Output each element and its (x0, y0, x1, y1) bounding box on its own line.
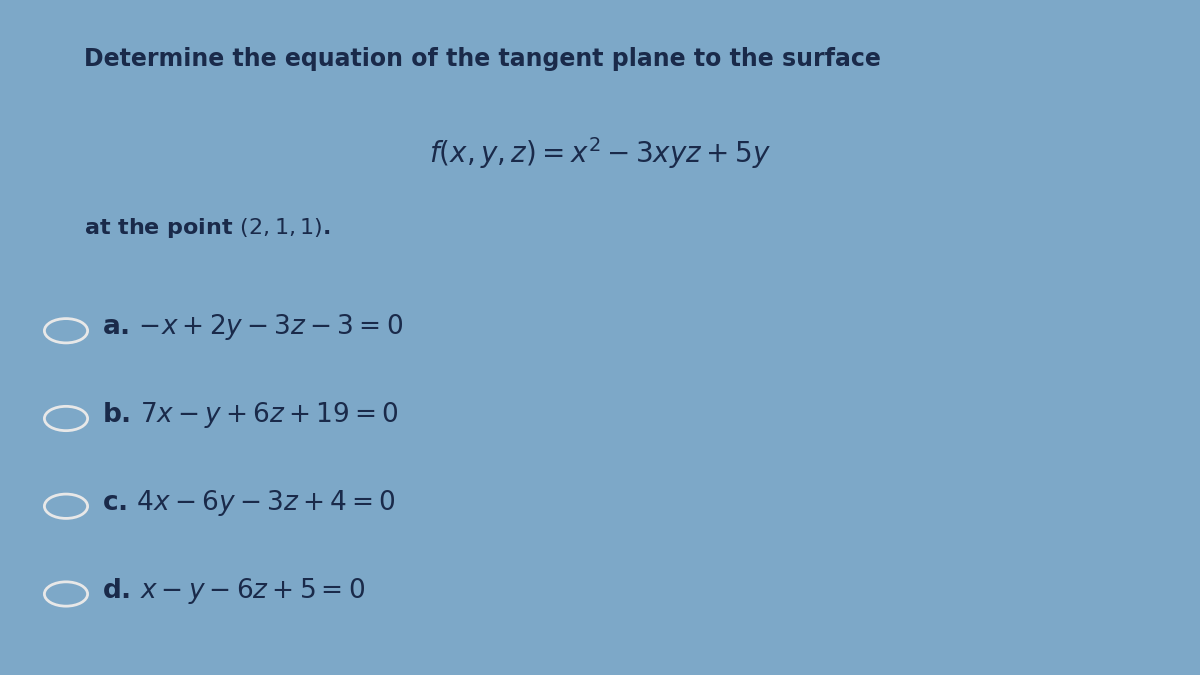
Text: Determine the equation of the tangent plane to the surface: Determine the equation of the tangent pl… (84, 47, 881, 72)
Text: a. $-x + 2y - 3z - 3 = 0$: a. $-x + 2y - 3z - 3 = 0$ (102, 313, 403, 342)
Text: c. $4x - 6y - 3z + 4 = 0$: c. $4x - 6y - 3z + 4 = 0$ (102, 488, 396, 518)
Text: d. $x - y - 6z + 5 = 0$: d. $x - y - 6z + 5 = 0$ (102, 576, 365, 605)
Text: $f(x, y, z) = x^2 - 3xyz + 5y$: $f(x, y, z) = x^2 - 3xyz + 5y$ (430, 135, 770, 171)
Text: b. $7x - y + 6z + 19 = 0$: b. $7x - y + 6z + 19 = 0$ (102, 400, 398, 430)
Text: at the point $(2, 1, 1)$.: at the point $(2, 1, 1)$. (84, 216, 330, 240)
